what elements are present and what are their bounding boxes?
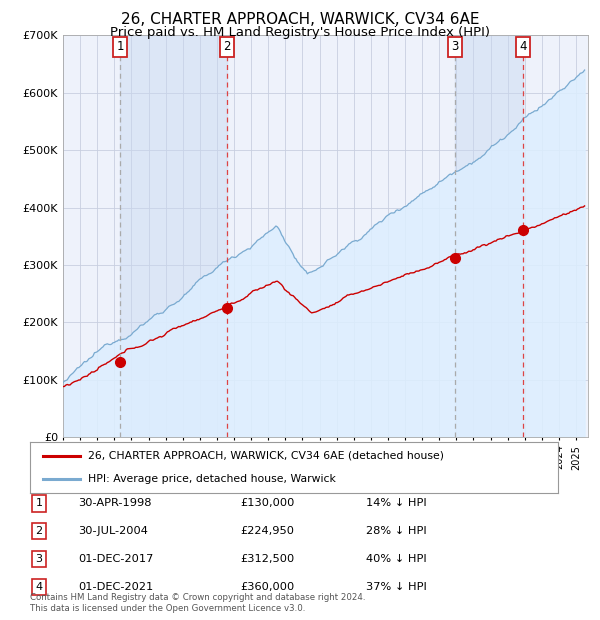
- Text: 2: 2: [223, 40, 230, 53]
- Text: 3: 3: [35, 554, 43, 564]
- Text: 40% ↓ HPI: 40% ↓ HPI: [366, 554, 427, 564]
- Text: Contains HM Land Registry data © Crown copyright and database right 2024.
This d: Contains HM Land Registry data © Crown c…: [30, 593, 365, 613]
- Text: 1: 1: [35, 498, 43, 508]
- Text: 01-DEC-2021: 01-DEC-2021: [78, 582, 153, 592]
- Text: 4: 4: [35, 582, 43, 592]
- Text: 28% ↓ HPI: 28% ↓ HPI: [366, 526, 427, 536]
- Text: 3: 3: [451, 40, 458, 53]
- Text: 26, CHARTER APPROACH, WARWICK, CV34 6AE (detached house): 26, CHARTER APPROACH, WARWICK, CV34 6AE …: [88, 451, 444, 461]
- Text: 26, CHARTER APPROACH, WARWICK, CV34 6AE: 26, CHARTER APPROACH, WARWICK, CV34 6AE: [121, 12, 479, 27]
- Text: £312,500: £312,500: [240, 554, 294, 564]
- Text: HPI: Average price, detached house, Warwick: HPI: Average price, detached house, Warw…: [88, 474, 336, 484]
- Text: 30-APR-1998: 30-APR-1998: [78, 498, 151, 508]
- Text: 01-DEC-2017: 01-DEC-2017: [78, 554, 154, 564]
- Text: £224,950: £224,950: [240, 526, 294, 536]
- Text: £360,000: £360,000: [240, 582, 294, 592]
- Text: 37% ↓ HPI: 37% ↓ HPI: [366, 582, 427, 592]
- Text: Price paid vs. HM Land Registry's House Price Index (HPI): Price paid vs. HM Land Registry's House …: [110, 26, 490, 39]
- Text: 14% ↓ HPI: 14% ↓ HPI: [366, 498, 427, 508]
- Text: 2: 2: [35, 526, 43, 536]
- Text: 4: 4: [520, 40, 527, 53]
- Bar: [455, 35, 523, 437]
- Bar: [120, 35, 227, 437]
- Text: 1: 1: [116, 40, 124, 53]
- Text: £130,000: £130,000: [240, 498, 295, 508]
- Text: 30-JUL-2004: 30-JUL-2004: [78, 526, 148, 536]
